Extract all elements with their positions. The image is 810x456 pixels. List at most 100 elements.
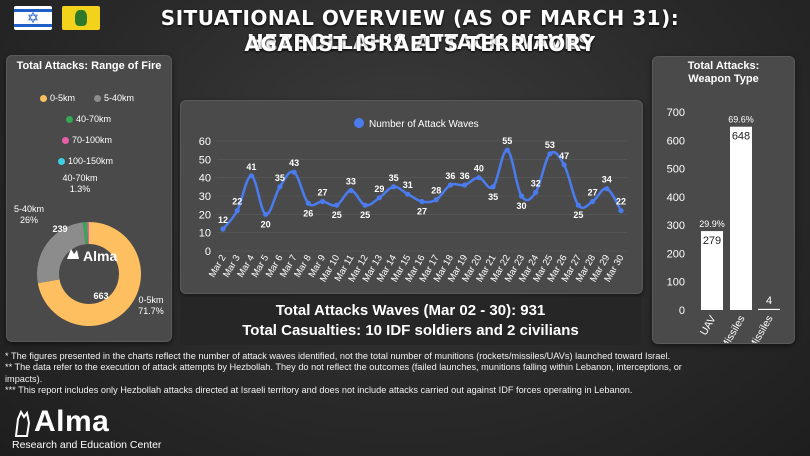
legend-label: 0-5km bbox=[50, 93, 76, 103]
hezbollah-emblem-icon bbox=[75, 10, 87, 26]
alma-logo-subtitle: Research and Education Center bbox=[12, 439, 162, 451]
line-point bbox=[362, 202, 368, 208]
line-data-label: 20 bbox=[261, 219, 271, 229]
line-ytick-label: 40 bbox=[199, 173, 211, 185]
line-data-label: 35 bbox=[389, 173, 399, 183]
footnotes: * The figures presented in the charts re… bbox=[5, 351, 805, 397]
alma-logo: Alma Research and Education Center bbox=[6, 405, 161, 453]
bar-percent-label: 69.6% bbox=[728, 115, 754, 125]
bar-ytick-label: 700 bbox=[667, 107, 685, 119]
line-point bbox=[447, 182, 454, 188]
legend-swatch bbox=[66, 116, 73, 124]
line-ytick-label: 10 bbox=[199, 228, 211, 240]
pct-40-70km: 1.3% bbox=[70, 184, 91, 194]
attack-waves-panel: Number of Attack Waves 0 10 20 30 40 50 60 12 2… bbox=[180, 100, 643, 294]
line-data-label: 29 bbox=[374, 184, 384, 194]
donut-slice-70-100km bbox=[87, 221, 89, 245]
line-data-label: 25 bbox=[360, 210, 370, 220]
line-data-label: 28 bbox=[431, 186, 441, 196]
line-point bbox=[618, 208, 624, 214]
line-point bbox=[220, 226, 226, 232]
star-of-david-icon: ✡ bbox=[26, 9, 40, 27]
line-point bbox=[561, 162, 567, 168]
bar-percent-label: 29.9% bbox=[699, 219, 725, 229]
legend-label: 5-40km bbox=[104, 93, 135, 103]
bar-ytick-label: 300 bbox=[667, 220, 685, 232]
line-ytick-label: 20 bbox=[199, 209, 211, 221]
line-data-label: 27 bbox=[417, 207, 427, 217]
line-point bbox=[533, 189, 539, 195]
legend-label: 100-150km bbox=[68, 156, 114, 166]
pct-0-5km: 71.7% bbox=[138, 306, 164, 316]
legend-item-0-5km: 0-5km bbox=[40, 93, 75, 103]
footnote-1: * The figures presented in the charts re… bbox=[5, 351, 671, 361]
line-data-label: 35 bbox=[275, 173, 285, 183]
legend-item-40-70km: 40-70km bbox=[66, 114, 111, 124]
footnote-3: *** This report includes only Hezbollah … bbox=[5, 385, 633, 396]
line-point bbox=[234, 208, 240, 214]
line-data-label: 36 bbox=[445, 171, 455, 181]
legend-item-100-150km: 100-150km bbox=[58, 156, 113, 166]
value-0-5km: 663 bbox=[93, 291, 108, 301]
line-point bbox=[263, 211, 269, 217]
line-data-label: 26 bbox=[303, 208, 313, 218]
value-5-40km: 239 bbox=[52, 224, 67, 234]
bar-value-label: 279 bbox=[703, 235, 721, 247]
bar-ytick-label: 600 bbox=[667, 135, 685, 147]
bar-ytick-label: 500 bbox=[667, 164, 685, 176]
bar-ytick-label: 100 bbox=[667, 277, 685, 289]
bar-Anti-tank Missiles bbox=[758, 308, 780, 310]
footnote-2-cont: impacts). bbox=[5, 373, 43, 384]
line-point bbox=[348, 187, 354, 194]
line-point bbox=[291, 169, 297, 175]
line-data-label: 30 bbox=[516, 201, 526, 211]
label-5-40km: 5-40km bbox=[14, 204, 44, 214]
line-point bbox=[405, 191, 411, 197]
line-point bbox=[490, 184, 496, 190]
bar-value-label: 4 bbox=[766, 295, 772, 307]
line-point bbox=[547, 151, 553, 157]
alma-watermark-icon bbox=[67, 249, 79, 259]
legend-label: 40-70km bbox=[76, 114, 112, 124]
line-data-label: 32 bbox=[531, 178, 541, 188]
donut-slice-40-70km bbox=[82, 222, 88, 245]
bar-value-label: 648 bbox=[732, 131, 750, 143]
weapon-chart-title: Total Attacks: Weapon Type bbox=[653, 60, 794, 86]
bar-Rockets / Missiles bbox=[730, 126, 752, 310]
line-point bbox=[334, 202, 340, 208]
line-point bbox=[462, 182, 468, 188]
bar-xtick-label: UAV bbox=[698, 314, 719, 338]
page-subtitle: AGAINST ISRAEL'S TERRITORY bbox=[244, 32, 596, 56]
line-data-label: 41 bbox=[246, 162, 256, 172]
range-of-fire-panel: Total Attacks: Range of Fire 0-5km 5-40k… bbox=[6, 55, 172, 342]
legend-swatch bbox=[94, 95, 101, 103]
legend-marker bbox=[354, 118, 364, 128]
donut-chart: 40-70km 1.3% 5-40km 26% 239 663 0-5km 71… bbox=[14, 173, 164, 327]
legend-label: 70-100km bbox=[72, 135, 113, 145]
line-point bbox=[248, 173, 255, 179]
line-legend-label: Number of Attack Waves bbox=[369, 119, 479, 130]
attack-waves-line-chart: Number of Attack Waves 0 10 20 30 40 50 60 12 2… bbox=[199, 118, 627, 284]
line-data-label: 31 bbox=[403, 180, 413, 190]
legend-swatch bbox=[62, 137, 69, 145]
bar-ytick-label: 0 bbox=[679, 305, 685, 317]
alma-map-icon bbox=[14, 409, 31, 437]
label-0-5km: 0-5km bbox=[138, 295, 163, 305]
line-data-label: 53 bbox=[545, 140, 555, 150]
line-point bbox=[305, 200, 311, 206]
label-40-70km: 40-70km bbox=[62, 173, 97, 183]
line-data-label: 35 bbox=[488, 192, 498, 202]
legend-item-70-100km: 70-100km bbox=[62, 135, 112, 145]
line-point bbox=[390, 184, 397, 190]
alma-logo-text: Alma bbox=[34, 405, 110, 438]
line-ytick-label: 50 bbox=[199, 154, 211, 166]
line-point bbox=[319, 198, 326, 205]
line-point bbox=[433, 197, 439, 203]
line-data-label: 27 bbox=[588, 188, 598, 198]
total-attack-waves: Total Attacks Waves (Mar 02 - 30): 931 bbox=[275, 302, 546, 319]
line-point bbox=[604, 186, 610, 192]
line-ytick-label: 30 bbox=[199, 191, 211, 203]
legend-item-5-40km: 5-40km bbox=[94, 93, 134, 103]
alma-watermark: Alma bbox=[83, 248, 117, 264]
line-data-label: 34 bbox=[602, 175, 612, 185]
